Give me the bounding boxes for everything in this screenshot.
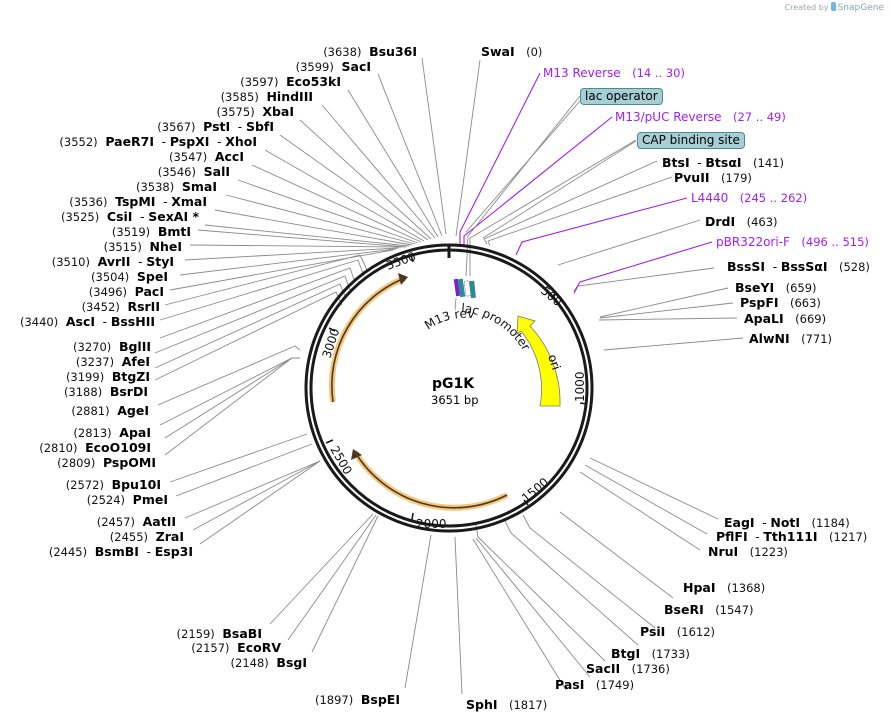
restriction-site-afei[interactable]: (3237) AfeI (75, 354, 150, 369)
restriction-site-nrui[interactable]: NruI (1223) (708, 544, 788, 559)
restriction-site-sali[interactable]: (3546) SalI (157, 164, 230, 179)
restriction-site-bsmbi[interactable]: (2445) BsmBI - Esp3I (48, 544, 193, 559)
restriction-site-spei[interactable]: (3504) SpeI (91, 269, 168, 284)
ori-label: ori (545, 353, 563, 372)
snapgene-brand: Created by SnapGene (784, 2, 884, 13)
restriction-site-sacii[interactable]: SacII (1736) (586, 661, 670, 676)
restriction-site-bsssi[interactable]: BssSI - BssSαI (528) (727, 259, 870, 274)
lac-features[interactable] (453, 278, 476, 299)
lac-operator-label[interactable]: lac operator (580, 88, 663, 105)
restriction-site-csii[interactable]: (3525) CsiI - SexAI * (61, 209, 199, 224)
restriction-site-rsrii[interactable]: (3452) RsrII (81, 299, 160, 314)
restriction-site-bsrdi[interactable]: (3188) BsrDI (63, 384, 148, 399)
restriction-site-hpai[interactable]: HpaI (1368) (683, 580, 766, 595)
plasmid-length: 3651 bp (431, 393, 479, 407)
restriction-site-paci[interactable]: (3496) PacI (88, 284, 164, 299)
primer-m13-puc-reverse[interactable]: M13/pUC Reverse (27 .. 49) (615, 110, 786, 124)
restriction-site-btgi[interactable]: BtgI (1733) (611, 646, 690, 661)
svg-text:1000: 1000 (573, 371, 587, 402)
restriction-site-apali[interactable]: ApaLI (669) (744, 311, 827, 326)
restriction-site-bglii[interactable]: (3270) BglII (73, 339, 151, 354)
restriction-site-pspomi[interactable]: (2809) PspOMI (57, 455, 156, 470)
restriction-site-psii[interactable]: PsiI (1612) (640, 624, 716, 639)
restriction-site-alwni[interactable]: AlwNI (771) (749, 331, 833, 346)
restriction-site-bseyi[interactable]: BseYI (659) (735, 280, 817, 295)
restriction-site-xbai[interactable]: (3575) XbaI (216, 104, 294, 119)
restriction-site-sphi[interactable]: SphI (1817) (466, 697, 548, 712)
restriction-site-hindiii[interactable]: (3585) HindIII (220, 89, 313, 104)
restriction-site-eagi[interactable]: EagI - NotI (1184) (724, 515, 850, 530)
svg-text:2000: 2000 (416, 517, 447, 531)
restriction-site-zrai[interactable]: (2455) ZraI (109, 529, 184, 544)
scale-ticks (325, 254, 588, 521)
restriction-site-acci[interactable]: (3547) AccI (168, 149, 244, 164)
restriction-site-pspfi[interactable]: PspFI (663) (740, 295, 821, 310)
leader-lines (154, 57, 447, 689)
restriction-site-swai[interactable]: SwaI (0) (481, 44, 543, 59)
primer-l4440[interactable]: L4440 (245 .. 262) (691, 191, 808, 205)
restriction-site-bsgi[interactable]: (2148) BsgI (230, 655, 307, 670)
cap-binding-site-label[interactable]: CAP binding site (637, 132, 745, 149)
orf-arc-top (328, 275, 407, 403)
restriction-site-drdi[interactable]: DrdI (463) (705, 214, 778, 229)
restriction-site-pflfi[interactable]: PflFI - Tth111I (1217) (716, 529, 868, 544)
restriction-site-ecoo109i[interactable]: (2810) EcoO109I (39, 440, 151, 455)
primer-pbr322ori-f[interactable]: pBR322ori-F (496 .. 515) (716, 235, 869, 249)
restriction-site-bsabi[interactable]: (2159) BsaBI (176, 626, 262, 641)
orf-arrowhead (398, 273, 408, 285)
restriction-site-smai[interactable]: (3538) SmaI (135, 179, 217, 194)
restriction-site-ecorv[interactable]: (2157) EcoRV (191, 640, 281, 655)
primer-leaders (459, 72, 713, 293)
ori-feature[interactable] (516, 315, 561, 407)
restriction-site-saci[interactable]: (3599) SacI (295, 59, 371, 74)
restriction-site-btgzi[interactable]: (3199) BtgZI (65, 369, 150, 384)
restriction-site-avrii[interactable]: (3510) AvrII - StyI (51, 254, 174, 269)
restriction-site-psti[interactable]: (3567) PstI - SbfI (157, 119, 274, 134)
svg-text:3500: 3500 (384, 249, 417, 273)
restriction-site-bseri[interactable]: BseRI (1547) (664, 602, 754, 617)
restriction-site-nhei[interactable]: (3515) NheI (103, 239, 182, 254)
restriction-site-bmti[interactable]: (3519) BmtI (111, 224, 191, 239)
restriction-site-aatii[interactable]: (2457) AatII (96, 514, 176, 529)
restriction-site-bspei[interactable]: (1897) BspEI (315, 692, 400, 707)
restriction-site-bpu10i[interactable]: (2572) Bpu10I (65, 477, 161, 492)
restriction-site-pmei[interactable]: (2524) PmeI (86, 492, 168, 507)
plasmid-name: pG1K (432, 376, 475, 392)
snapgene-logo-icon (830, 2, 836, 11)
primer-m13-reverse[interactable]: M13 Reverse (14 .. 30) (543, 66, 685, 80)
restriction-site-btsi[interactable]: BtsI - BtsαI (141) (662, 155, 784, 170)
restriction-site-tspmi[interactable]: (3536) TspMI - XmaI (69, 194, 207, 209)
restriction-site-pasi[interactable]: PasI (1749) (555, 677, 635, 692)
restriction-site-pvuii[interactable]: PvuII (179) (674, 170, 752, 185)
restriction-site-eco53ki[interactable]: (3597) Eco53kI (240, 74, 341, 89)
restriction-site-paer7i[interactable]: (3552) PaeR7I - PspXI - XhoI (59, 134, 257, 149)
restriction-site-bsu36i[interactable]: (3638) Bsu36I (323, 44, 417, 59)
restriction-site-asci[interactable]: (3440) AscI - BssHII (19, 314, 155, 329)
restriction-site-apai[interactable]: (2813) ApaI (73, 425, 151, 440)
restriction-site-agei[interactable]: (2881) AgeI (71, 403, 149, 418)
